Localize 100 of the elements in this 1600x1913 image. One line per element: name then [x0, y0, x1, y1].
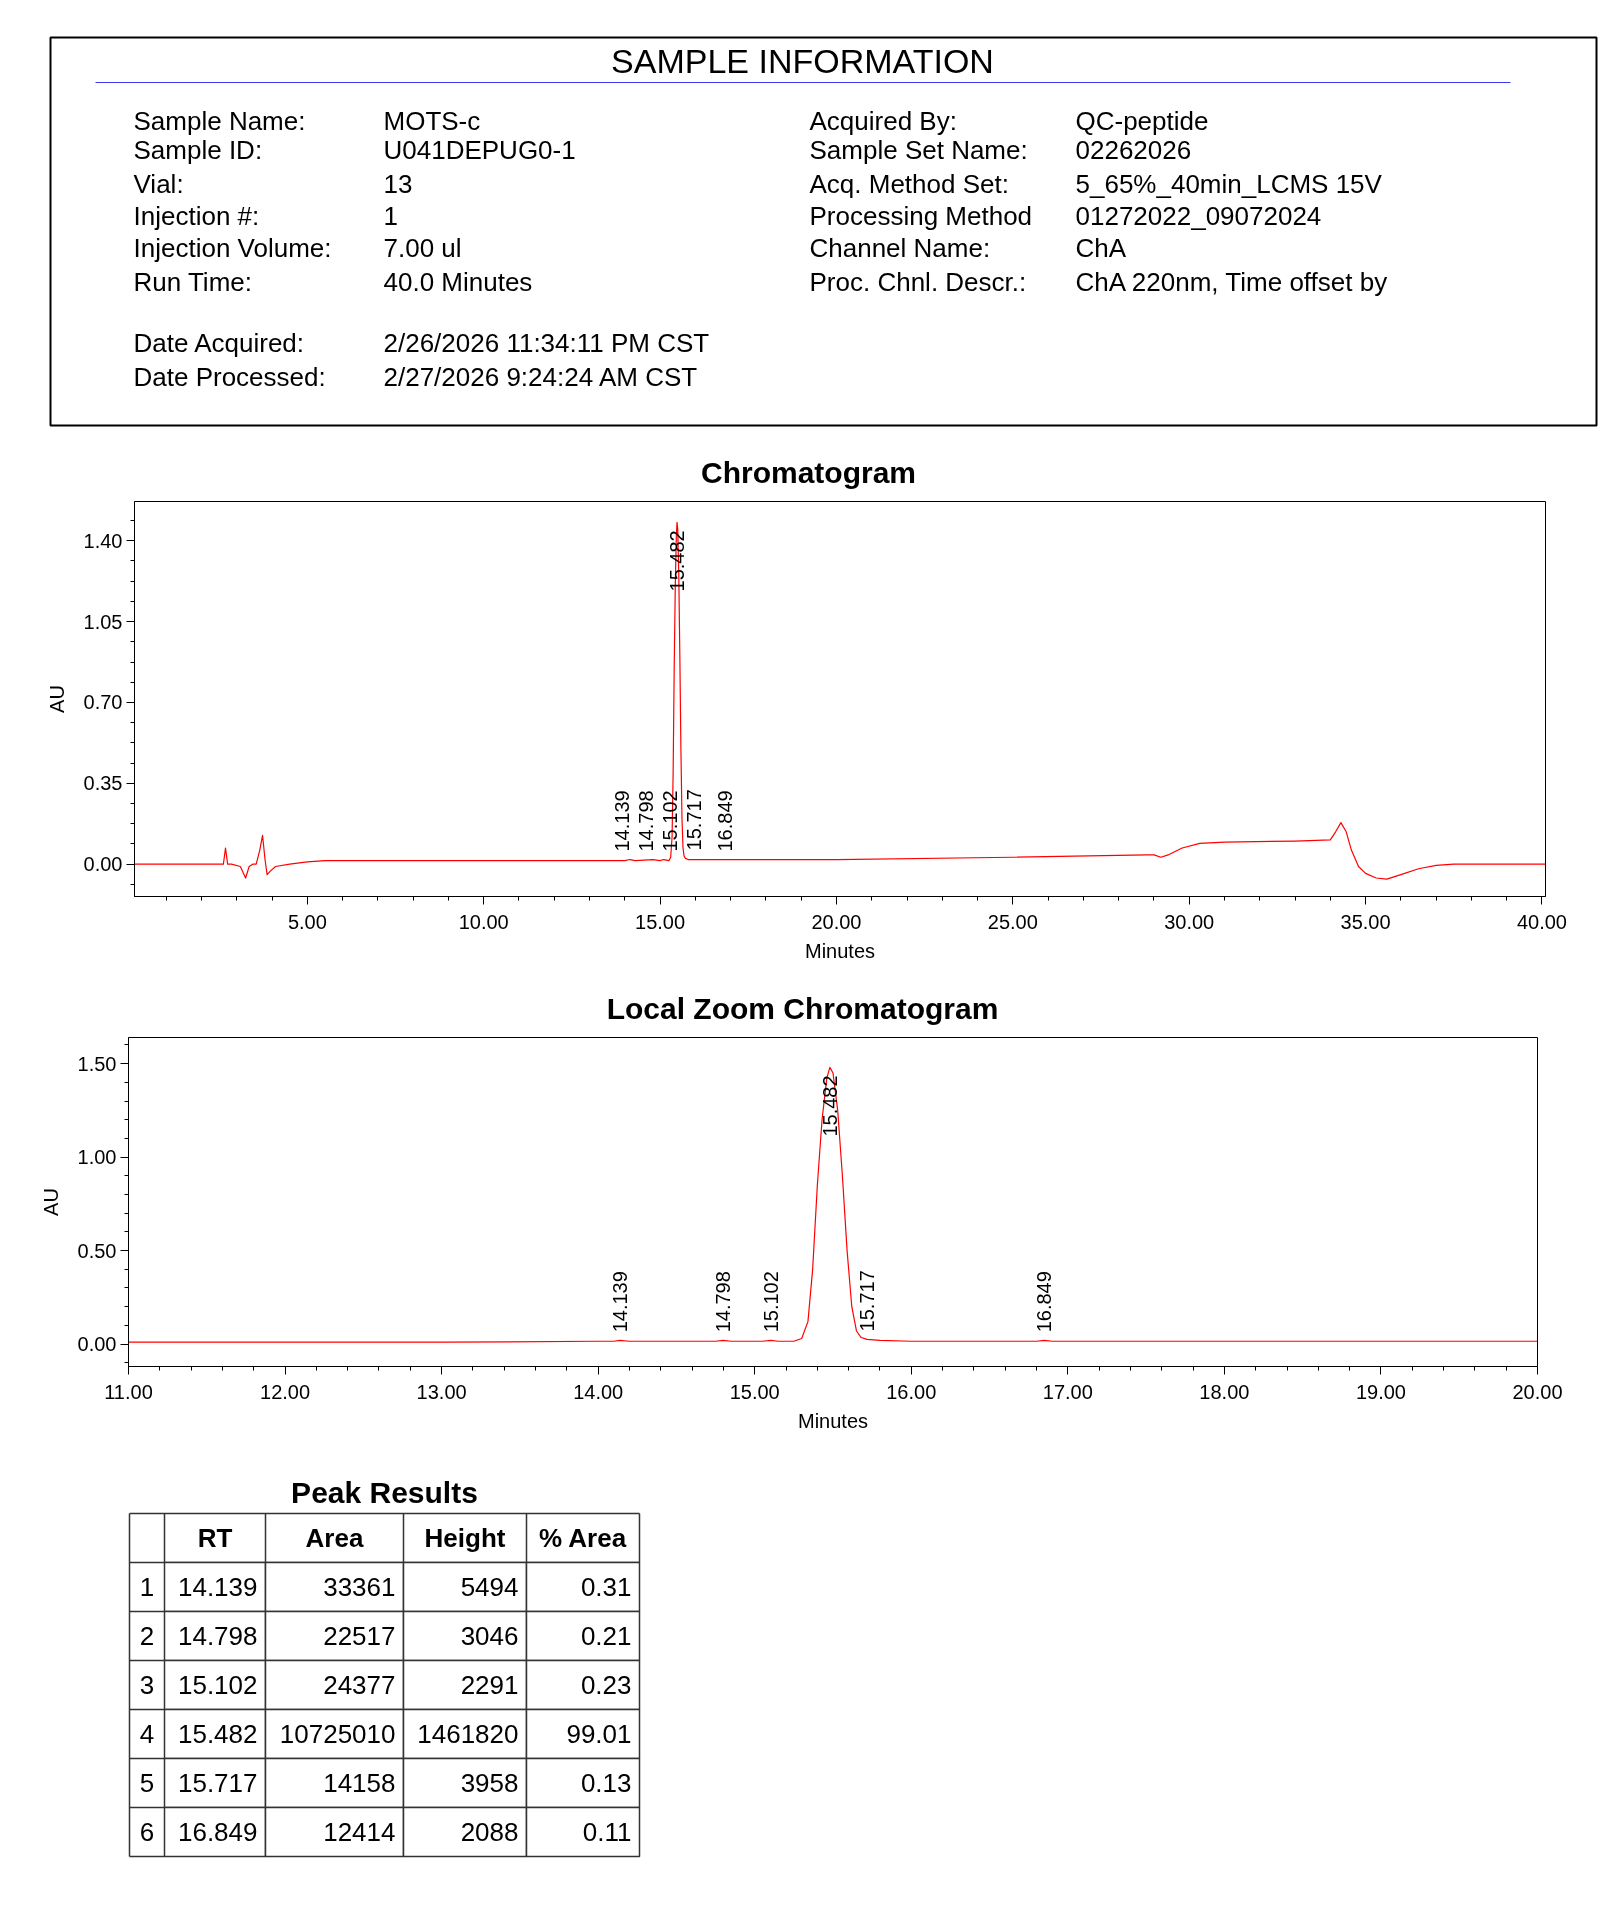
y-tick-label: 0.35	[83, 772, 123, 795]
text: ChA	[1075, 232, 1127, 263]
x-tick-label: 17.00	[1042, 1380, 1093, 1403]
x-tick-label: 20.00	[1512, 1380, 1563, 1403]
text: QC-peptide	[1075, 105, 1209, 136]
text: SAMPLE INFORMATION	[611, 41, 994, 80]
x-tick-label: 13.00	[416, 1380, 467, 1403]
chart-title: Chromatogram	[700, 455, 917, 489]
x-axis-title: Minutes	[804, 939, 876, 962]
text: 13	[383, 168, 413, 199]
data-label: 14158	[323, 1768, 396, 1798]
text: Date Processed:	[133, 361, 326, 392]
text: Sample Name:	[133, 105, 306, 136]
y-tick-label: 1.00	[77, 1146, 117, 1169]
x-tick-label: Height	[424, 1523, 506, 1553]
data-label: 15.482	[177, 1719, 258, 1749]
text: 2/27/2026 9:24:24 AM CST	[383, 361, 698, 392]
text: Sample ID:	[133, 134, 263, 165]
text: 1	[383, 200, 398, 231]
text: Acq. Method Set:	[809, 168, 1009, 199]
chart-title: Local Zoom Chromatogram	[606, 991, 999, 1025]
y-tick-label: 0.00	[83, 853, 123, 876]
data-label: 1461820	[417, 1719, 519, 1749]
data-label: 2291	[460, 1670, 519, 1700]
data-label: 5494	[460, 1572, 519, 1602]
text: 01272022_09072024	[1075, 200, 1322, 231]
data-label: 33361	[323, 1572, 396, 1602]
text: U041DEPUG0-1	[383, 134, 576, 165]
y-tick-label: 1	[139, 1572, 155, 1602]
chart-title: Peak Results	[291, 1476, 478, 1509]
y-tick-label: 1.50	[77, 1052, 117, 1075]
x-tick-label: % Area	[538, 1523, 627, 1553]
annotation: 15.102	[759, 1271, 782, 1333]
data-label: 14.798	[177, 1621, 258, 1651]
x-tick-label: 35.00	[1340, 910, 1391, 933]
text: 5_65%_40min_LCMS 15V	[1075, 168, 1383, 199]
annotation: 16.849	[1033, 1271, 1056, 1333]
annotation: 15.482	[666, 530, 689, 592]
annotation: 15.482	[819, 1075, 842, 1137]
x-tick-label: 30.00	[1164, 910, 1215, 933]
x-tick-label: 14.00	[573, 1380, 624, 1403]
annotation: 14.798	[634, 790, 657, 852]
x-axis-title: Minutes	[797, 1409, 869, 1432]
data-label: 24377	[323, 1670, 396, 1700]
text: MOTS-c	[383, 105, 481, 136]
data-label: 3958	[460, 1768, 519, 1798]
data-label: 16.849	[177, 1817, 258, 1847]
x-tick-label: 15.00	[635, 910, 686, 933]
text: 2/26/2026 11:34:11 PM CST	[383, 327, 710, 358]
data-label: 22517	[323, 1621, 396, 1651]
y-tick-label: 6	[139, 1817, 155, 1847]
text: Sample Set Name:	[809, 134, 1028, 165]
x-tick-label: 19.00	[1355, 1380, 1406, 1403]
data-label: 0.23	[580, 1670, 632, 1700]
annotation: 14.139	[610, 790, 633, 852]
text: Injection Volume:	[133, 232, 332, 263]
text: Acquired By:	[809, 105, 957, 136]
text: Injection #:	[133, 200, 260, 231]
text: Vial:	[133, 168, 184, 199]
text: 02262026	[1075, 134, 1192, 165]
text: ChA 220nm, Time offset by	[1075, 266, 1388, 297]
annotation: 15.102	[658, 790, 681, 852]
x-tick-label: RT	[197, 1523, 233, 1553]
x-tick-label: 20.00	[811, 910, 862, 933]
data-label: 3046	[460, 1621, 519, 1651]
y-tick-label: 0.50	[77, 1239, 117, 1262]
annotation: 16.849	[714, 790, 737, 852]
x-tick-label: 15.00	[729, 1380, 780, 1403]
y-tick-label: 1.05	[83, 610, 123, 633]
y-tick-label: 4	[139, 1719, 155, 1749]
text: Channel Name:	[809, 232, 991, 263]
y-axis-title: AU	[45, 685, 68, 713]
annotation: 15.717	[855, 1270, 878, 1332]
data-label: 99.01	[566, 1719, 632, 1749]
data-label: 0.21	[580, 1621, 632, 1651]
x-tick-label: 25.00	[987, 910, 1038, 933]
y-tick-label: 0.70	[83, 691, 123, 714]
data-label: 0.13	[580, 1768, 632, 1798]
text: 7.00 ul	[383, 232, 462, 263]
data-label: 15.717	[177, 1768, 258, 1798]
annotation: 14.139	[608, 1271, 631, 1333]
data-label: 10725010	[279, 1719, 396, 1749]
y-tick-label: 0.00	[77, 1333, 117, 1356]
x-tick-label: 10.00	[458, 910, 509, 933]
annotation: 14.798	[712, 1271, 735, 1333]
x-tick-label: 11.00	[104, 1380, 153, 1403]
text: Processing Method	[809, 200, 1033, 231]
data-label: 12414	[323, 1817, 396, 1847]
data-label: 15.102	[177, 1670, 258, 1700]
x-tick-label: 5.00	[287, 910, 327, 933]
y-axis-title: AU	[39, 1188, 62, 1216]
x-tick-label: 16.00	[886, 1380, 937, 1403]
annotation: 15.717	[682, 789, 705, 851]
text: Run Time:	[133, 266, 252, 297]
text: Date Acquired:	[133, 327, 305, 358]
y-tick-label: 1.40	[83, 529, 123, 552]
y-tick-label: 2	[139, 1621, 155, 1651]
y-tick-label: 3	[139, 1670, 155, 1700]
text: Proc. Chnl. Descr.:	[809, 266, 1027, 297]
y-tick-label: 5	[139, 1768, 155, 1798]
